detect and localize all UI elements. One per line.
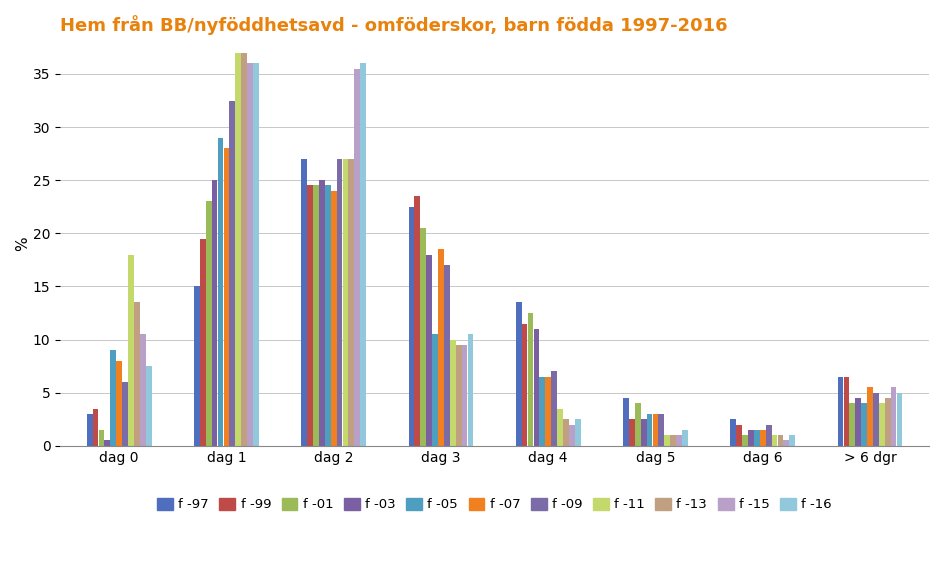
Bar (87, 414, 93, 446)
Bar (670, 435, 676, 446)
Bar (683, 430, 688, 446)
Bar (337, 159, 343, 446)
Bar (515, 302, 522, 446)
Y-axis label: %: % (15, 237, 30, 251)
Legend: f -97, f -99, f -01, f -03, f -05, f -07, f -09, f -11, f -13, f -15, f -16: f -97, f -99, f -01, f -03, f -05, f -07… (152, 492, 837, 517)
Bar (754, 430, 760, 446)
Bar (891, 387, 897, 446)
Bar (551, 372, 557, 446)
Bar (348, 159, 354, 446)
Bar (641, 419, 647, 446)
Bar (850, 403, 855, 446)
Bar (343, 159, 348, 446)
Bar (522, 324, 528, 446)
Bar (105, 441, 110, 446)
Bar (330, 191, 337, 446)
Text: Hem från BB/nyföddhetsavd - omföderskor, barn födda 1997-2016: Hem från BB/nyföddhetsavd - omföderskor,… (60, 15, 728, 35)
Bar (873, 393, 879, 446)
Bar (861, 403, 867, 446)
Bar (253, 63, 259, 446)
Bar (629, 419, 634, 446)
Bar (354, 69, 361, 446)
Bar (647, 414, 652, 446)
Bar (569, 425, 575, 446)
Bar (528, 313, 533, 446)
Bar (206, 202, 211, 446)
Bar (760, 430, 766, 446)
Bar (784, 441, 789, 446)
Bar (575, 419, 581, 446)
Bar (235, 53, 241, 446)
Bar (539, 377, 546, 446)
Bar (427, 255, 432, 446)
Bar (676, 435, 682, 446)
Bar (897, 393, 902, 446)
Bar (194, 286, 200, 446)
Bar (635, 403, 641, 446)
Bar (456, 345, 462, 446)
Bar (361, 63, 366, 446)
Bar (319, 180, 325, 446)
Bar (218, 138, 224, 446)
Bar (409, 207, 414, 446)
Bar (771, 435, 778, 446)
Bar (140, 334, 145, 446)
Bar (224, 149, 229, 446)
Bar (432, 334, 438, 446)
Bar (557, 408, 563, 446)
Bar (307, 185, 313, 446)
Bar (145, 366, 152, 446)
Bar (533, 329, 539, 446)
Bar (855, 398, 861, 446)
Bar (748, 430, 754, 446)
Bar (844, 377, 850, 446)
Bar (742, 435, 748, 446)
Bar (93, 408, 98, 446)
Bar (211, 180, 217, 446)
Bar (313, 185, 319, 446)
Bar (868, 387, 873, 446)
Bar (200, 238, 206, 446)
Bar (659, 414, 665, 446)
Bar (885, 398, 890, 446)
Bar (778, 435, 784, 446)
Bar (98, 430, 105, 446)
Bar (110, 350, 116, 446)
Bar (789, 435, 795, 446)
Bar (242, 53, 247, 446)
Bar (879, 403, 885, 446)
Bar (438, 249, 444, 446)
Bar (837, 377, 843, 446)
Bar (652, 414, 658, 446)
Bar (766, 425, 771, 446)
Bar (563, 419, 569, 446)
Bar (122, 382, 128, 446)
Bar (736, 425, 742, 446)
Bar (731, 419, 736, 446)
Bar (128, 255, 134, 446)
Bar (450, 339, 456, 446)
Bar (420, 228, 426, 446)
Bar (116, 361, 122, 446)
Bar (444, 265, 449, 446)
Bar (229, 101, 235, 446)
Bar (623, 398, 629, 446)
Bar (467, 334, 473, 446)
Bar (134, 302, 140, 446)
Bar (546, 377, 551, 446)
Bar (247, 63, 253, 446)
Bar (462, 345, 467, 446)
Bar (665, 435, 670, 446)
Bar (414, 196, 420, 446)
Bar (325, 185, 330, 446)
Bar (301, 159, 307, 446)
